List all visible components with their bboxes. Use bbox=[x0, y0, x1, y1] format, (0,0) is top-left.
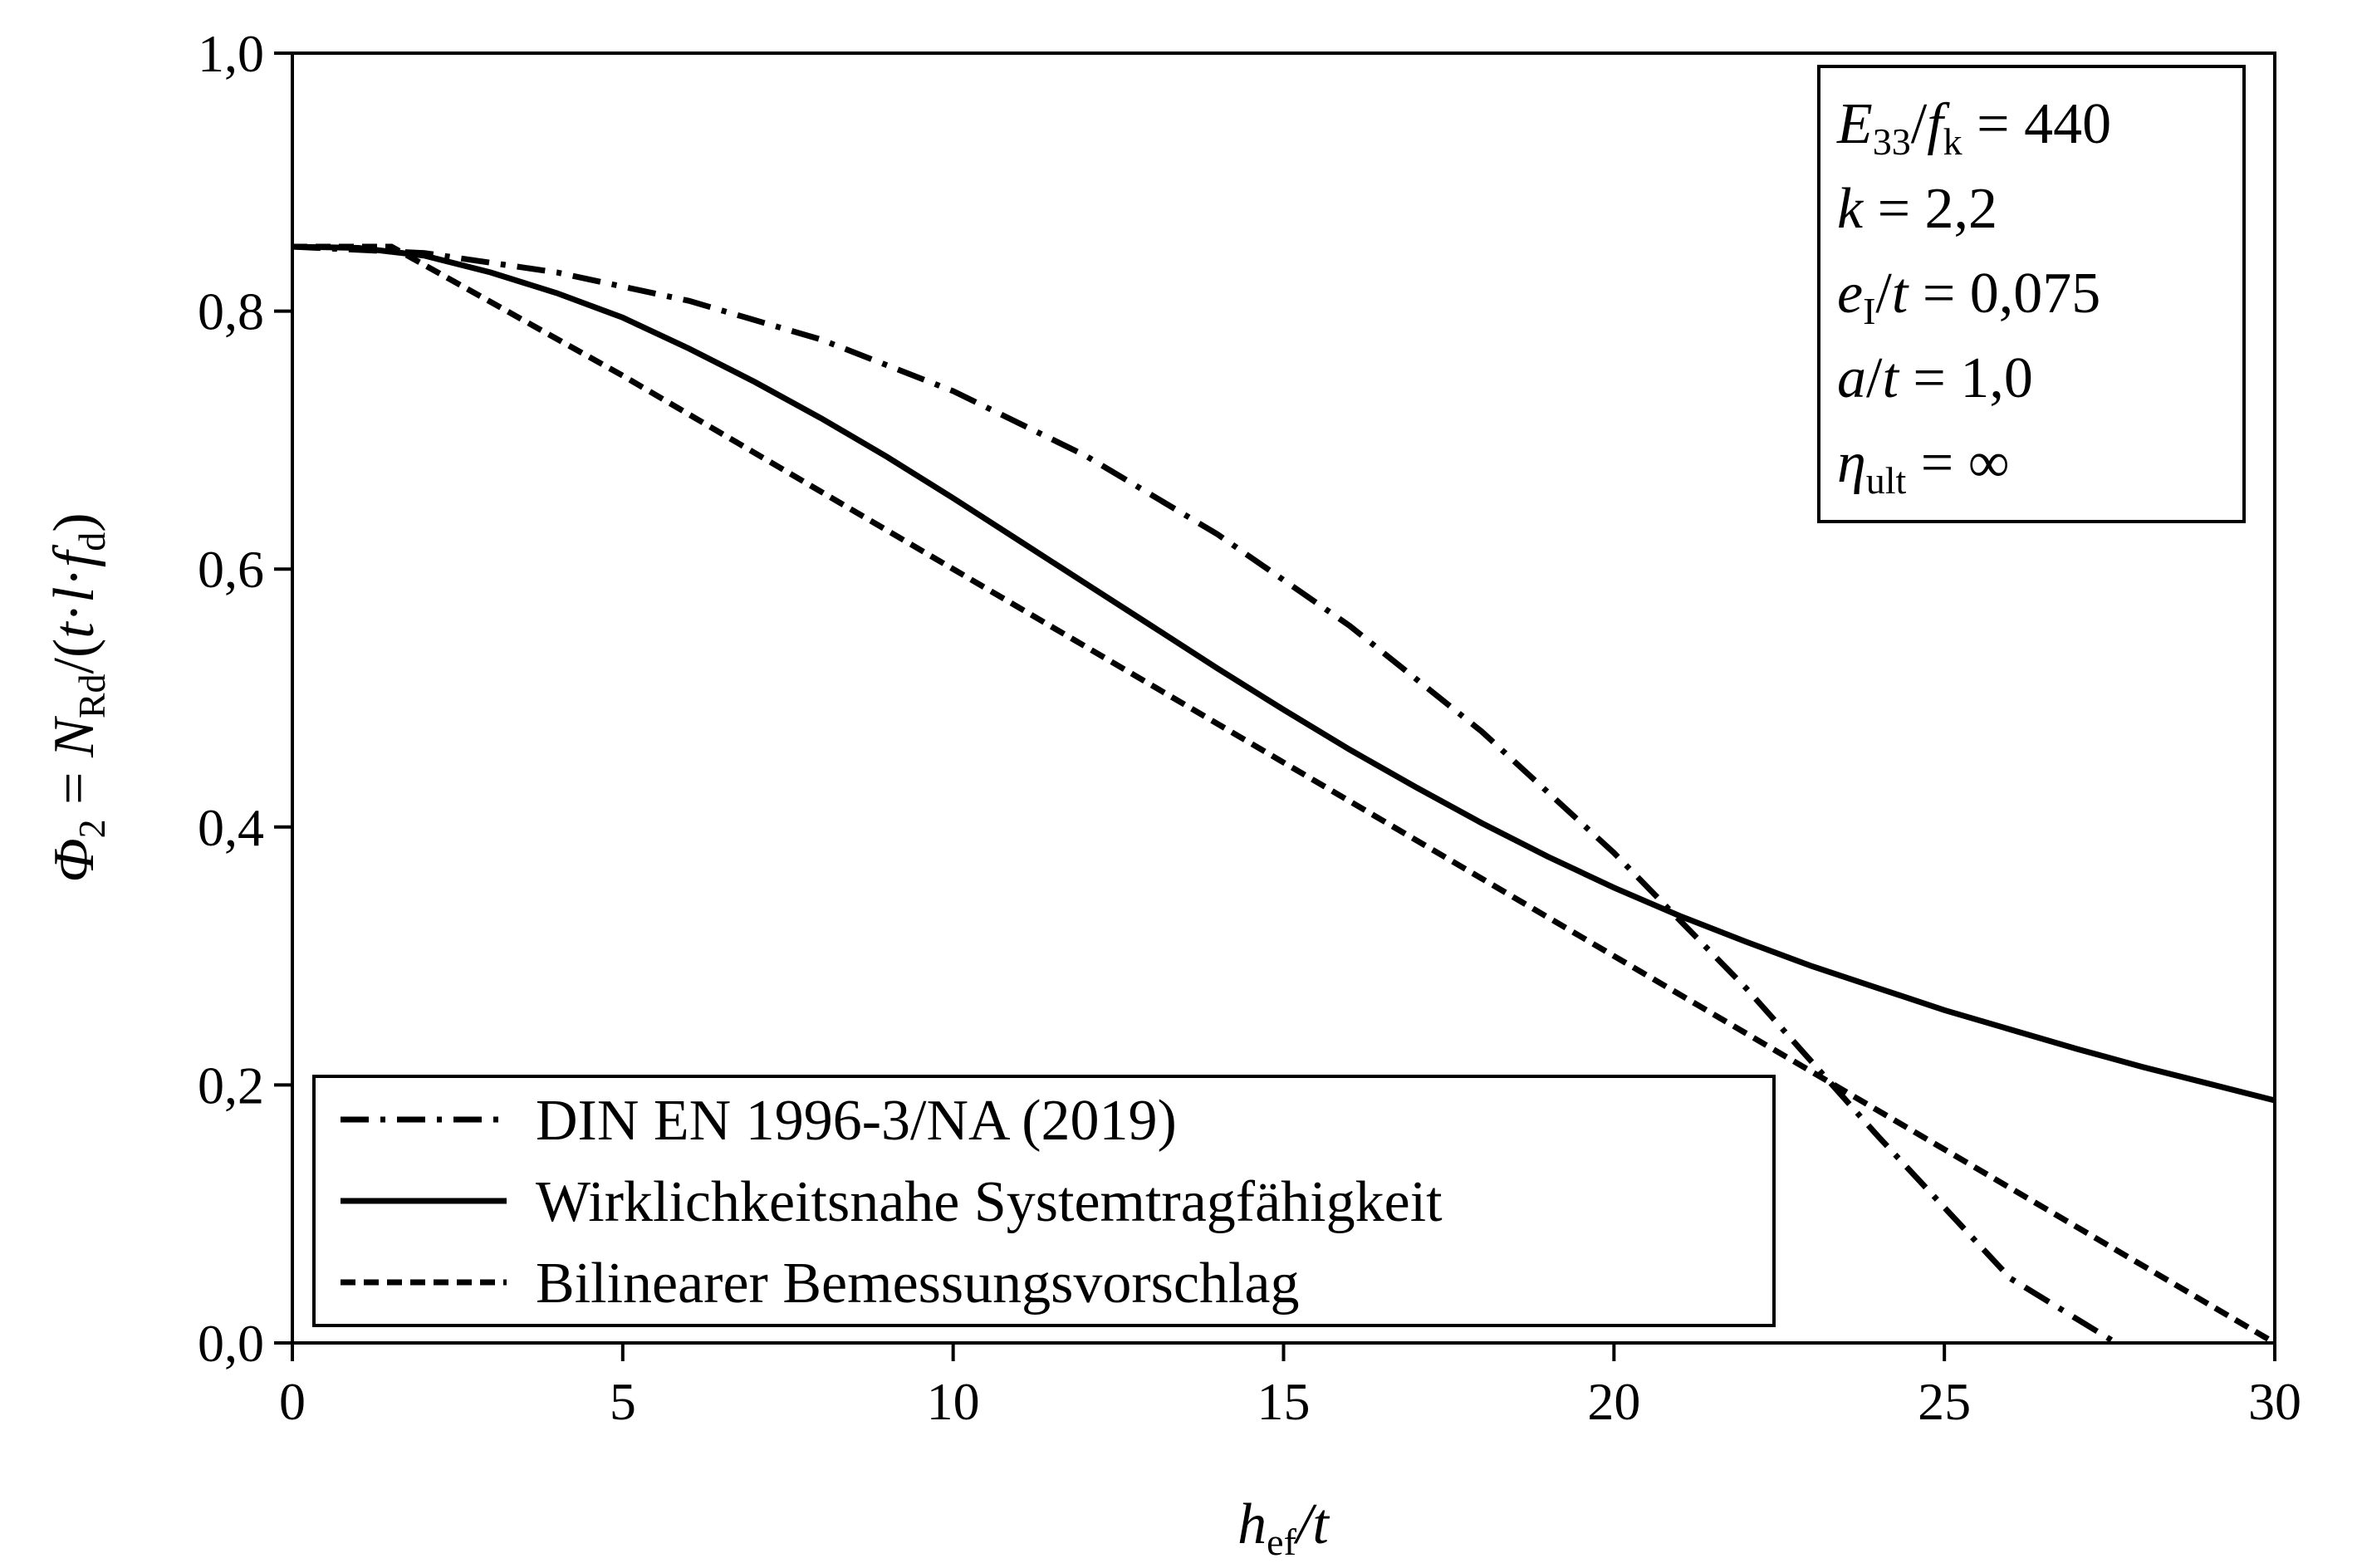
series-layer bbox=[292, 243, 2276, 1346]
series-line-2 bbox=[292, 243, 2276, 1104]
parameter-box-frame bbox=[1817, 65, 2246, 523]
legend-label: DIN EN 1996-3/NA (2019) bbox=[536, 1089, 1177, 1153]
y-tick-label: 1,0 bbox=[198, 24, 264, 83]
y-tick-label: 0,0 bbox=[198, 1314, 264, 1373]
x-axis-ticks: 0 5 10 15 20 25 30 bbox=[279, 1343, 2301, 1431]
parameter-line: ηult = ∞ bbox=[1837, 431, 2010, 502]
x-tick-label: 20 bbox=[1587, 1372, 1640, 1431]
legend-frame bbox=[312, 1075, 1776, 1327]
legend-label: Wirklichkeitsnahe Systemtragfähigkeit bbox=[536, 1170, 1443, 1234]
parameter-box: E33/fk = 440 k = 2,2 eI/t = 0,075 a/t = 1,0… bbox=[1817, 65, 2246, 523]
x-axis-title: hef/t bbox=[1237, 1492, 1330, 1563]
parameter-line: a/t = 1,0 bbox=[1837, 346, 2033, 410]
x-tick-label: 0 bbox=[279, 1372, 306, 1431]
x-tick-label: 30 bbox=[2248, 1372, 2301, 1431]
y-tick-label: 0,4 bbox=[198, 798, 264, 857]
y-axis-ticks: 0,0 0,2 0,4 0,6 0,8 1,0 bbox=[198, 24, 292, 1373]
y-tick-label: 0,8 bbox=[198, 282, 264, 341]
parameter-line: k = 2,2 bbox=[1837, 177, 1997, 241]
legend-label: Bilinearer Bemessungsvorschlag bbox=[536, 1252, 1300, 1316]
parameter-lines: E33/fk = 440 k = 2,2 eI/t = 0,075 a/t = 1,0… bbox=[1836, 92, 2111, 502]
x-tick-label: 10 bbox=[927, 1372, 980, 1431]
legend: DIN EN 1996-3/NA (2019) Wirklichkeitsnahe… bbox=[312, 1075, 1776, 1327]
y-tick-label: 0,6 bbox=[198, 540, 264, 599]
parameter-line: eI/t = 0,075 bbox=[1837, 262, 2100, 332]
x-tick-label: 5 bbox=[610, 1372, 636, 1431]
series-line-3 bbox=[292, 243, 2276, 1346]
y-tick-label: 0,2 bbox=[198, 1056, 264, 1115]
x-tick-label: 15 bbox=[1257, 1372, 1311, 1431]
x-tick-label: 25 bbox=[1918, 1372, 1971, 1431]
legend-items: DIN EN 1996-3/NA (2019) Wirklichkeitsnahe… bbox=[341, 1089, 1443, 1316]
parameter-line: E33/fk = 440 bbox=[1836, 92, 2111, 163]
y-axis-title: Φ2 = NRd/(t·l·fd) bbox=[42, 512, 113, 882]
